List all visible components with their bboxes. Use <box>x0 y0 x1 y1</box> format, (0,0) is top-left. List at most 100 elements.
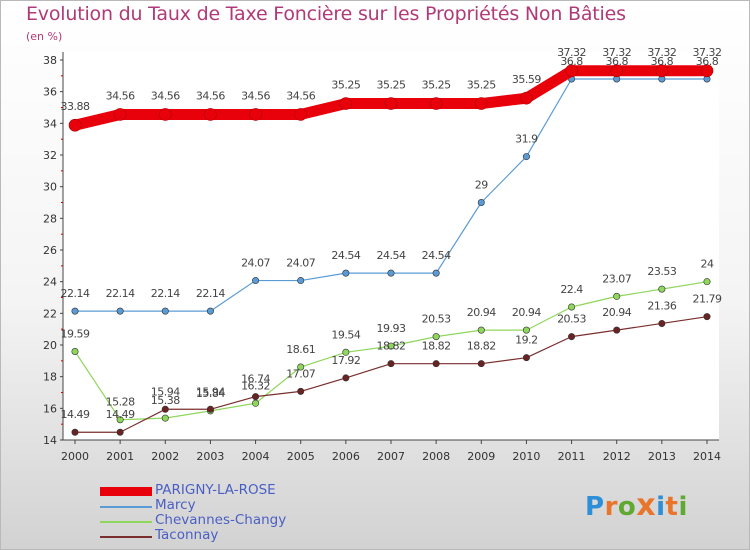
y-tick-label: 26 <box>43 244 57 257</box>
data-point <box>522 153 530 161</box>
data-label: 34.56 <box>151 89 180 102</box>
legend-label: Chevannes-Changy <box>155 512 287 528</box>
data-point <box>568 303 576 311</box>
data-label: 34.56 <box>106 89 135 102</box>
data-point <box>384 97 398 110</box>
data-label: 22.4 <box>560 283 583 296</box>
logo-letter: i <box>678 492 688 522</box>
data-point <box>522 354 530 362</box>
y-tick-label: 34 <box>43 117 57 130</box>
x-tick-label: 2013 <box>648 450 676 463</box>
data-label: 31.9 <box>515 133 538 146</box>
data-point <box>700 64 714 78</box>
data-label: 22.14 <box>196 287 225 300</box>
data-label: 20.94 <box>467 306 496 319</box>
legend-label: PARIGNY-LA-ROSE <box>155 482 276 498</box>
data-point <box>613 326 621 334</box>
data-point <box>161 405 169 413</box>
data-label: 35.59 <box>512 73 541 86</box>
unit-label: (en %) <box>26 30 63 43</box>
data-point <box>71 428 79 436</box>
data-point <box>249 108 262 121</box>
data-point <box>429 97 443 110</box>
x-tick-label: 2007 <box>377 450 405 463</box>
y-tick-label: 36 <box>43 86 57 99</box>
data-label: 35.25 <box>331 79 360 92</box>
x-tick-label: 2012 <box>603 450 631 463</box>
data-label: 20.53 <box>557 313 586 326</box>
data-label: 18.82 <box>422 340 451 353</box>
y-tick-label: 14 <box>43 434 57 447</box>
data-label: 15.38 <box>151 394 180 407</box>
data-point <box>342 348 350 356</box>
data-label: 24.54 <box>422 249 451 262</box>
x-tick-label: 2000 <box>61 450 89 463</box>
data-point <box>474 97 488 110</box>
data-label: 36.8 <box>560 55 583 68</box>
x-tick-label: 2004 <box>242 450 270 463</box>
data-point <box>610 64 624 78</box>
data-label: 19.54 <box>331 328 360 341</box>
data-label: 35.25 <box>377 79 406 92</box>
y-tick-label: 38 <box>43 54 57 67</box>
data-label: 15.94 <box>151 385 180 398</box>
data-point <box>297 277 305 285</box>
data-label: 20.94 <box>602 306 631 319</box>
data-point <box>432 360 440 368</box>
logo-letter: r <box>604 492 618 522</box>
data-label: 24.54 <box>331 249 360 262</box>
proxiti-logo: Proxiti <box>585 488 688 523</box>
data-point <box>116 416 124 424</box>
y-tick-label: 22 <box>43 307 57 320</box>
data-point <box>206 307 214 315</box>
y-tick-label: 32 <box>43 149 57 162</box>
data-point <box>297 387 305 395</box>
legend-swatch <box>100 506 152 508</box>
data-label: 15.84 <box>196 387 225 400</box>
data-point <box>432 269 440 277</box>
data-point <box>161 307 169 315</box>
y-tick-label: 24 <box>43 276 57 289</box>
data-label: 21.79 <box>693 293 722 306</box>
data-point <box>252 277 260 285</box>
data-point <box>342 374 350 382</box>
data-label: 23.53 <box>647 265 676 278</box>
data-label: 17.92 <box>331 354 360 367</box>
x-tick-label: 2006 <box>332 450 360 463</box>
data-label: 14.49 <box>106 408 135 421</box>
data-point <box>206 405 214 413</box>
data-label: 21.36 <box>647 299 676 312</box>
data-point <box>204 108 217 121</box>
data-point <box>71 347 79 355</box>
data-point <box>568 333 576 341</box>
data-point <box>387 269 395 277</box>
data-label: 29 <box>475 179 488 192</box>
data-point <box>252 393 260 401</box>
data-label: 37.32 <box>602 46 631 59</box>
legend-swatch <box>100 487 152 496</box>
data-point <box>158 108 172 121</box>
data-point <box>294 108 308 121</box>
legend-swatch <box>100 536 152 538</box>
data-point <box>161 414 169 422</box>
data-label: 36.8 <box>605 55 628 68</box>
data-label: 37.32 <box>693 46 722 59</box>
data-label: 35.25 <box>422 79 451 92</box>
data-label: 36.8 <box>696 55 719 68</box>
data-point <box>342 269 350 277</box>
x-tick-label: 2014 <box>693 450 721 463</box>
data-label: 22.14 <box>151 287 180 300</box>
y-tick-label: 18 <box>43 371 57 384</box>
data-point <box>613 292 621 300</box>
data-label: 19.93 <box>377 322 406 335</box>
y-tick-label: 30 <box>43 181 57 194</box>
data-point <box>387 360 395 368</box>
data-label: 24.54 <box>377 249 406 262</box>
x-tick-label: 2011 <box>558 450 586 463</box>
data-label: 18.61 <box>286 343 315 356</box>
data-label: 24.07 <box>241 257 270 270</box>
data-label: 37.32 <box>557 46 586 59</box>
data-label: 20.53 <box>422 313 451 326</box>
y-tick-label: 28 <box>43 212 57 225</box>
